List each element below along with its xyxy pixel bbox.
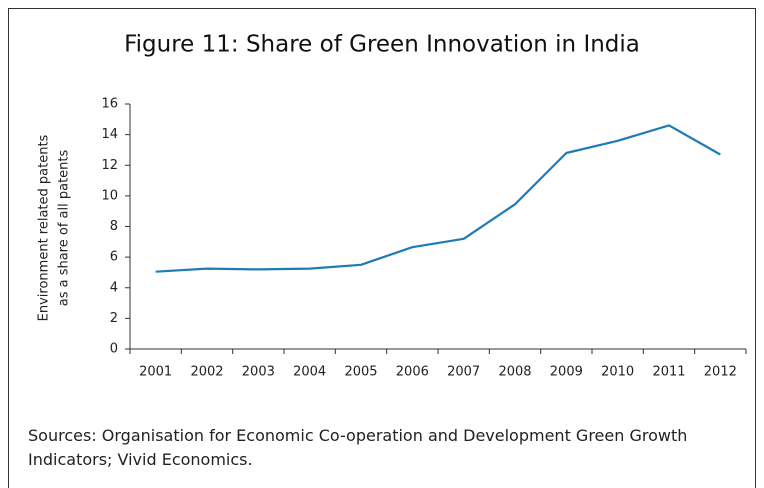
x-tick-label: 2010 [601,365,634,380]
y-tick-label: 2 [110,311,118,326]
y-axis-label: Environment related patents [37,134,52,321]
x-tick-label: 2006 [396,365,429,380]
y-tick-label: 8 [110,219,118,234]
y-axis-label: as a share of all patents [57,150,72,307]
chart-title: Figure 11: Share of Green Innovation in … [124,32,640,58]
x-tick-label: 2005 [344,365,377,380]
y-tick-label: 0 [110,342,118,357]
x-tick-label: 2012 [704,365,737,380]
x-tick-label: 2008 [498,365,531,380]
frame [8,8,756,488]
y-tick-label: 4 [110,280,118,295]
y-tick-label: 12 [101,158,118,173]
x-tick-label: 2003 [242,365,275,380]
y-tick-label: 10 [101,188,118,203]
y-tick-label: 14 [101,127,118,142]
x-tick-label: 2002 [190,365,223,380]
x-tick-label: 2004 [293,365,326,380]
x-tick-label: 2001 [139,365,172,380]
line-series [155,124,721,273]
y-tick-label: 6 [110,250,118,265]
source-note: Sources: Organisation for Economic Co-op… [28,426,688,469]
x-tick-label: 2011 [652,365,685,380]
x-tick-label: 2007 [447,365,480,380]
y-tick-label: 16 [101,97,118,112]
x-tick-label: 2009 [550,365,583,380]
